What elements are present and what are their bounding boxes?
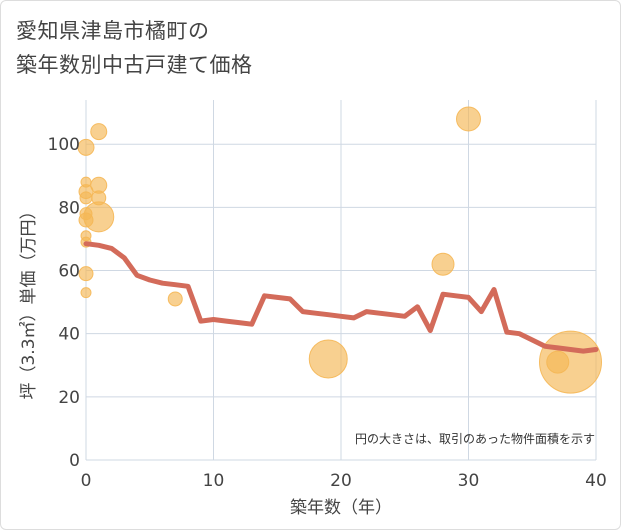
trend-line xyxy=(83,241,599,354)
axis-ticks: 0 10 20 30 40 0 20 40 60 80 100 xyxy=(48,135,607,491)
bubble-point xyxy=(78,266,94,282)
y-tick-label: 80 xyxy=(58,198,80,218)
bubble-point xyxy=(80,287,92,299)
grid xyxy=(85,100,597,461)
x-tick-label: 30 xyxy=(458,471,480,491)
chart-title-line2: 築年数別中古戸建て価格 xyxy=(16,53,253,77)
y-axis-label: 坪（3.3㎡）単価（万円） xyxy=(19,202,39,399)
x-tick-label: 0 xyxy=(81,471,92,491)
y-tick-label: 60 xyxy=(58,262,80,282)
chart-title: 愛知県津島市橘町の 築年数別中古戸建て価格 xyxy=(16,14,253,82)
size-note: 円の大きさは、取引のあった物件面積を示す xyxy=(355,431,595,446)
bubble-point xyxy=(539,330,602,394)
y-tick-label: 40 xyxy=(58,325,80,345)
x-tick-label: 40 xyxy=(585,471,607,491)
bubble-point xyxy=(456,106,481,132)
bubble-point xyxy=(308,339,348,379)
bubble-point xyxy=(90,123,108,141)
bubble-point xyxy=(77,138,95,156)
bubble-point xyxy=(431,252,455,276)
x-axis-label: 築年数（年） xyxy=(290,498,392,518)
y-tick-label: 20 xyxy=(58,388,80,408)
x-tick-label: 20 xyxy=(330,471,352,491)
chart-title-line1: 愛知県津島市橘町の xyxy=(16,19,210,43)
y-tick-label: 0 xyxy=(69,451,80,471)
bubbles xyxy=(77,106,602,394)
y-tick-label: 100 xyxy=(48,135,80,155)
bubble-point xyxy=(79,191,93,205)
bubble-point xyxy=(167,291,183,307)
x-tick-label: 10 xyxy=(203,471,225,491)
bubble-point xyxy=(83,201,115,233)
